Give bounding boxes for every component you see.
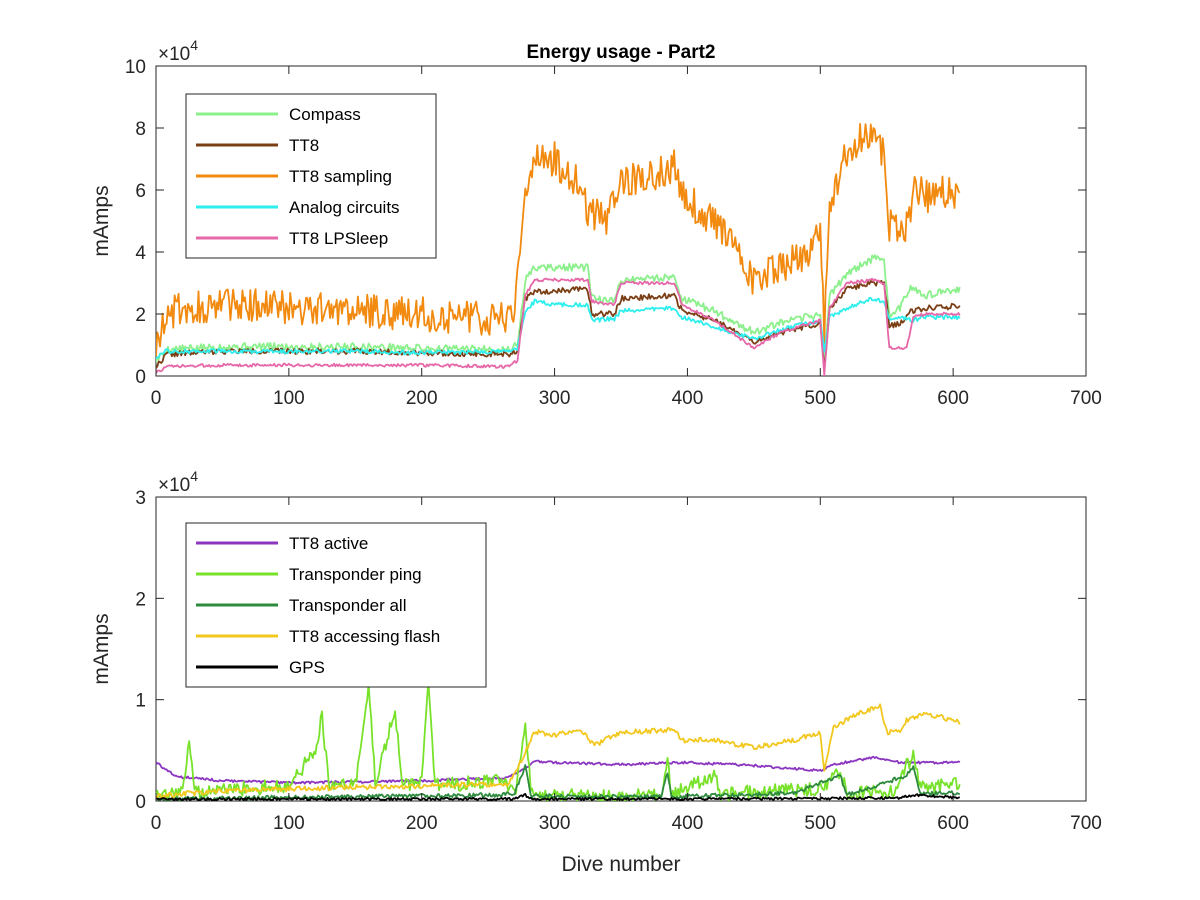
y-tick-label: 3: [135, 488, 146, 509]
x-tick-label: 300: [539, 813, 571, 834]
legend-entry: Compass: [289, 105, 361, 124]
legend-entry: TT8 accessing flash: [289, 627, 440, 646]
y-exponent-label: ×104: [158, 37, 198, 65]
series-line-4: [156, 793, 961, 801]
series-line-3: [156, 296, 961, 360]
chart-title: Energy usage - Part2: [526, 42, 715, 63]
y-exponent-power: 4: [190, 37, 198, 53]
legend-entry: TT8: [289, 136, 319, 155]
y-tick-label: 0: [135, 367, 146, 388]
y-tick-label: 6: [135, 181, 146, 202]
x-tick-label: 700: [1070, 388, 1102, 409]
series-line-4: [156, 277, 961, 376]
x-tick-label: 700: [1070, 813, 1102, 834]
y-tick-label: 0: [135, 792, 146, 813]
legend-entry: Transponder all: [289, 596, 407, 615]
x-axis-label: Dive number: [561, 853, 680, 876]
y-axis-label: mAmps: [90, 613, 113, 684]
y-tick-label: 2: [135, 305, 146, 326]
y-tick-label: 2: [135, 589, 146, 610]
x-tick-label: 500: [804, 813, 836, 834]
legend-entry: TT8 LPSleep: [289, 229, 388, 248]
y-tick-label: 10: [125, 57, 146, 78]
x-tick-label: 300: [539, 388, 571, 409]
x-tick-label: 600: [937, 813, 969, 834]
series-line-3: [156, 703, 961, 799]
y-exponent-power: 4: [190, 468, 198, 484]
x-tick-label: 0: [151, 388, 162, 409]
x-tick-label: 200: [406, 388, 438, 409]
legend: Compass TT8 TT8 sampling Analog circuits TT8…: [185, 93, 437, 259]
legend-entry: Analog circuits: [289, 198, 400, 217]
x-tick-label: 200: [406, 813, 438, 834]
legend-entry: Transponder ping: [289, 565, 422, 584]
x-tick-label: 100: [273, 388, 305, 409]
top-chart: 0 100 200 300 400 500 600 700 0 2 4 6 8 10 ×104 Energy …: [90, 37, 1102, 409]
x-tick-label: 400: [672, 388, 704, 409]
legend-entry: TT8 active: [289, 534, 368, 553]
legend-entry: TT8 sampling: [289, 167, 392, 186]
series-line-0: [156, 755, 961, 785]
bottom-chart: 0 100 200 300 400 500 600 700 0 1 2 3 ×104 mAmps Dive …: [90, 468, 1102, 876]
legend-entry: GPS: [289, 658, 325, 677]
y-tick-label: 1: [135, 691, 146, 712]
x-tick-label: 500: [804, 388, 836, 409]
x-tick-label: 400: [672, 813, 704, 834]
series-line-2: [156, 122, 961, 357]
x-tick-label: 600: [937, 388, 969, 409]
x-tick-label: 0: [151, 813, 162, 834]
legend: TT8 active Transponder ping Transponder al…: [185, 522, 487, 688]
x-tick-label: 100: [273, 813, 305, 834]
y-tick-label: 4: [135, 243, 146, 264]
series-lines: [156, 680, 961, 801]
y-axis-label: mAmps: [90, 185, 113, 256]
y-tick-label: 8: [135, 119, 146, 140]
series-lines: [156, 122, 961, 376]
y-exponent-label: ×104: [158, 468, 198, 496]
